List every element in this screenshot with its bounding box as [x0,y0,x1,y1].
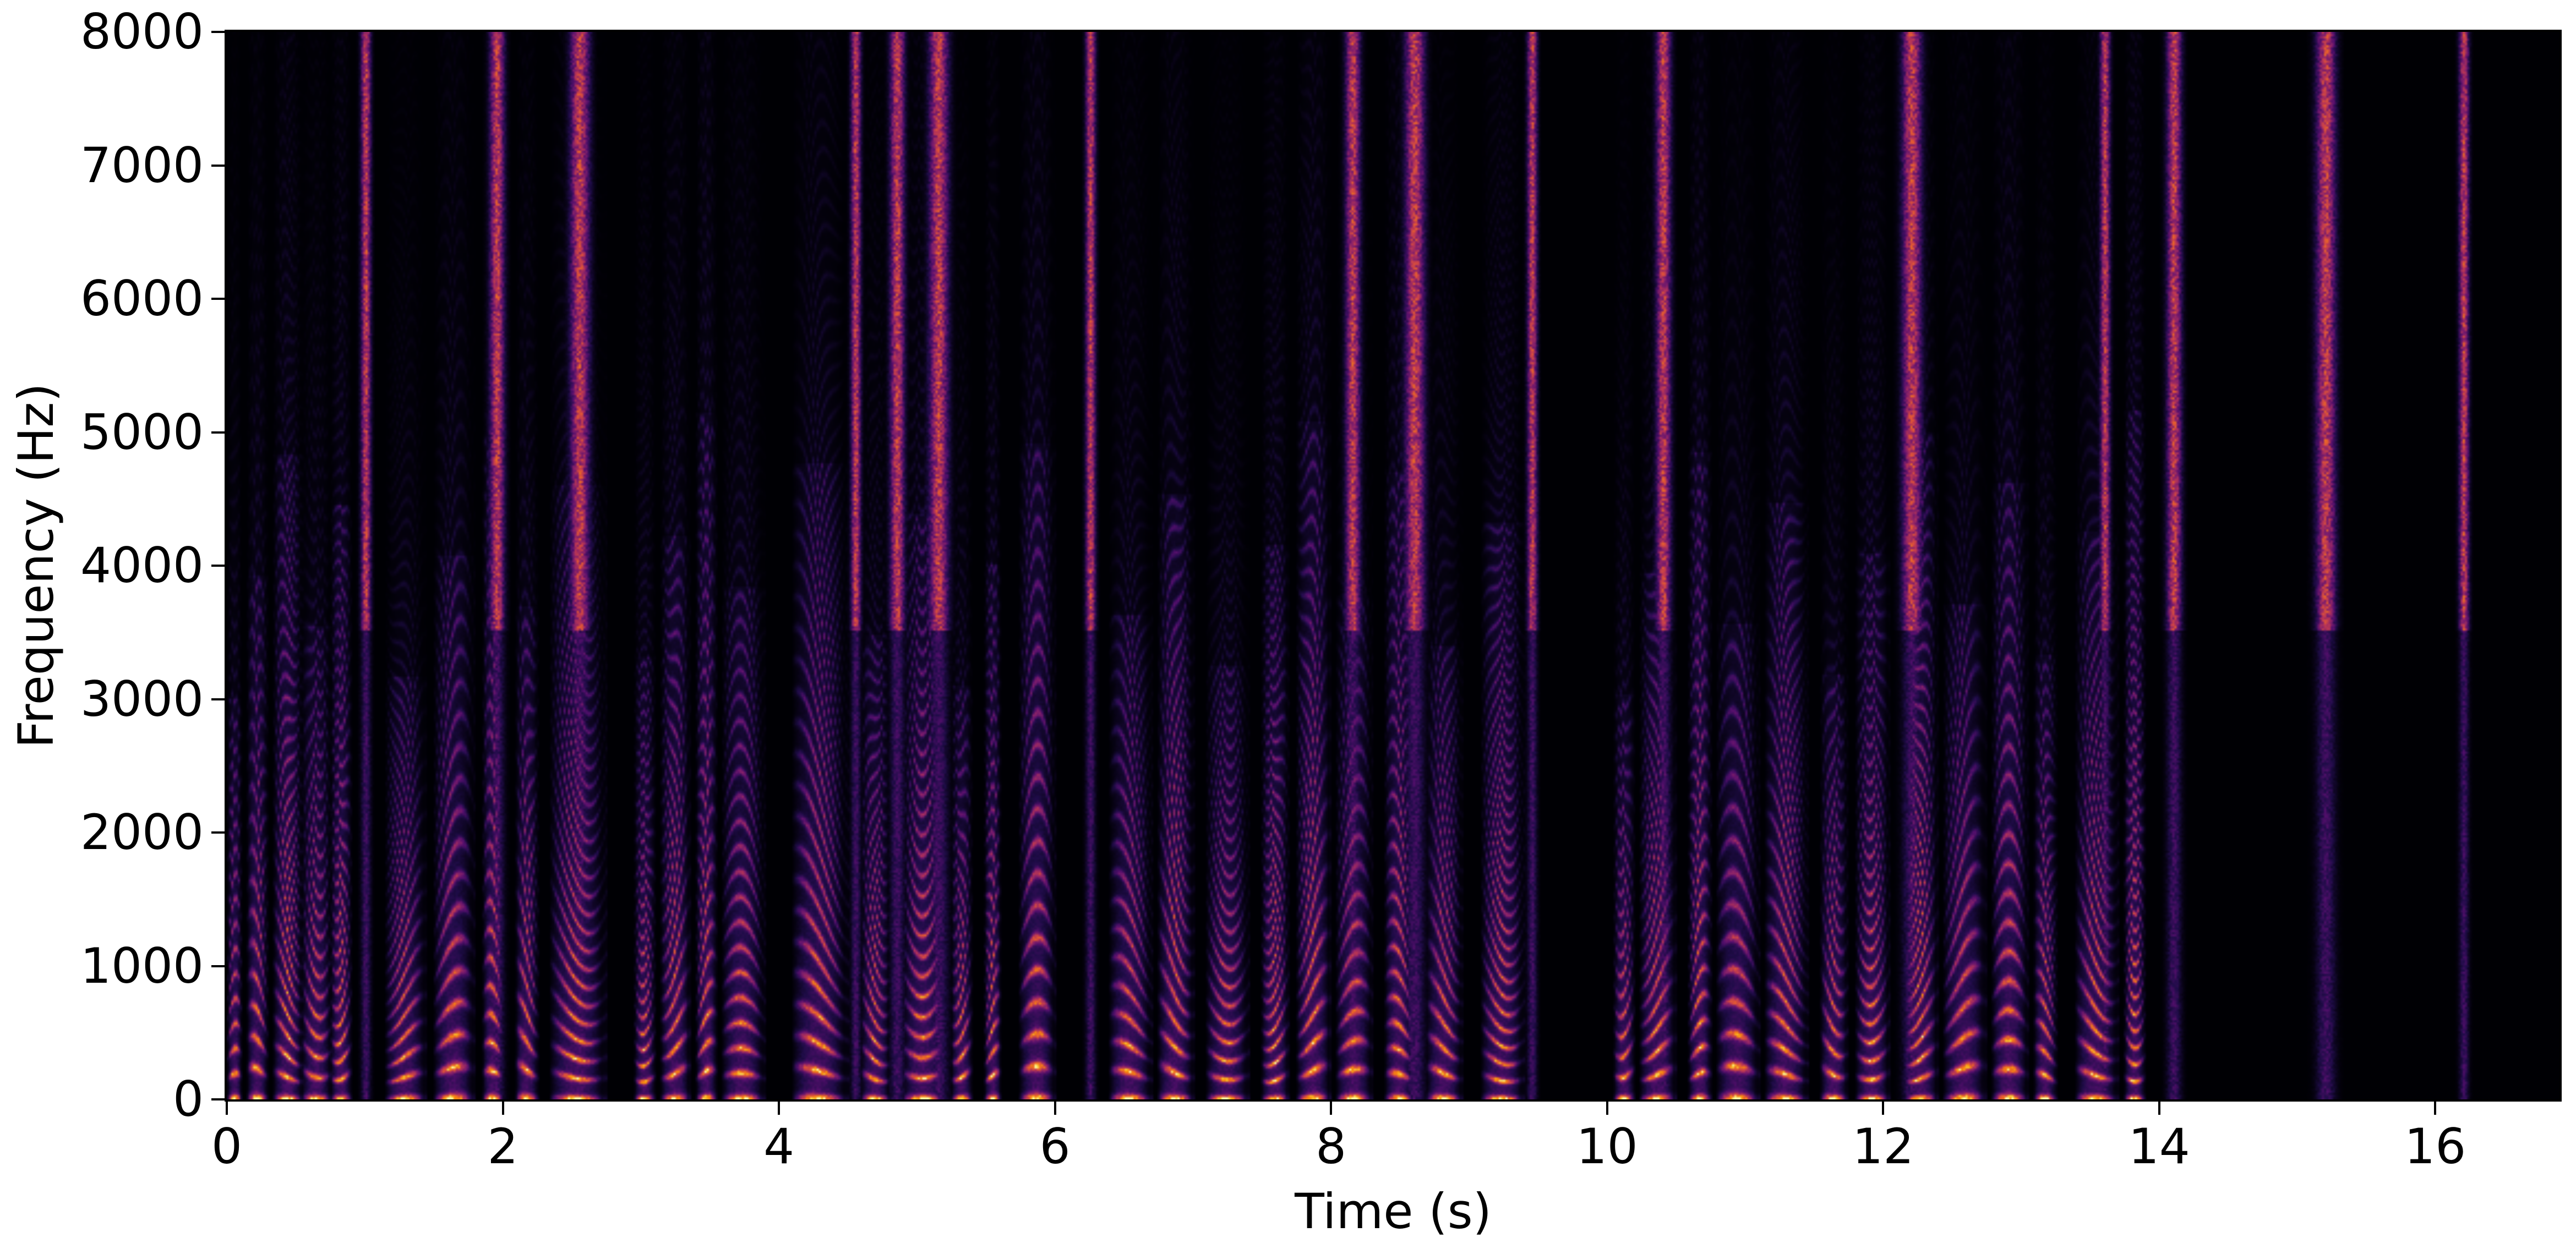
x-tick [1606,1100,1608,1115]
y-tick [211,31,226,33]
y-tick-label: 4000 [80,537,204,594]
x-tick-label: 8 [1316,1118,1347,1175]
y-tick-label: 6000 [80,270,204,327]
x-tick [778,1100,781,1115]
y-tick-label: 1000 [80,937,204,994]
y-tick [211,431,226,434]
y-tick-label: 5000 [80,403,204,461]
x-tick [2434,1100,2437,1115]
x-tick [1330,1100,1333,1115]
y-tick [211,164,226,167]
x-tick-label: 16 [2404,1118,2466,1175]
x-tick [226,1100,228,1115]
y-tick-label: 7000 [80,136,204,194]
y-tick [211,565,226,567]
y-tick [211,298,226,300]
y-tick-label: 2000 [80,804,204,861]
x-tick-label: 14 [2128,1118,2190,1175]
x-tick [501,1100,504,1115]
y-tick [211,1098,226,1100]
y-tick [211,965,226,967]
x-tick-label: 2 [487,1118,519,1175]
x-tick [1054,1100,1056,1115]
x-tick-label: 6 [1039,1118,1071,1175]
y-tick-label: 3000 [80,670,204,727]
x-tick-label: 10 [1576,1118,1638,1175]
y-tick [211,831,226,834]
y-axis-label: Frequency (Hz) [8,383,64,748]
x-axis-label: Time (s) [1295,1183,1492,1240]
spectrogram-plot-area [225,30,2562,1102]
x-tick [2158,1100,2160,1115]
y-tick-label: 8000 [80,3,204,60]
spectrogram-heatmap [227,32,2559,1099]
x-tick-label: 0 [211,1118,242,1175]
x-tick-label: 12 [1852,1118,1914,1175]
y-tick-label: 0 [173,1071,204,1127]
y-tick [211,698,226,700]
x-tick-label: 4 [763,1118,795,1175]
x-tick [1882,1100,1885,1115]
